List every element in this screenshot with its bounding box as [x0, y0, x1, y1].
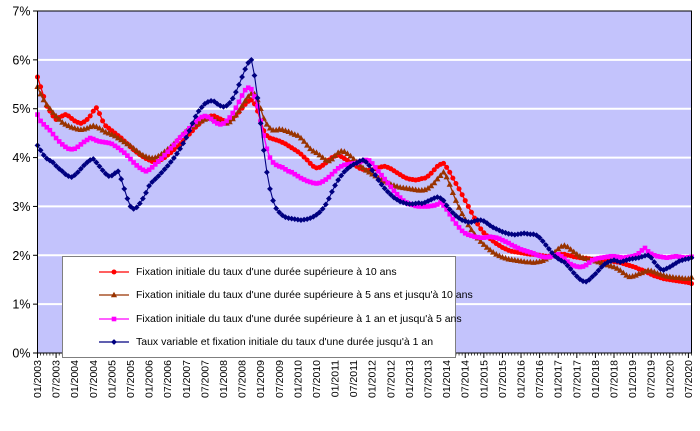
- legend-label: Fixation initiale du taux d'une durée su…: [136, 289, 473, 301]
- x-axis-label: 07/2004: [88, 360, 100, 398]
- x-axis-label: 07/2017: [571, 360, 583, 398]
- legend-item: Fixation initiale du taux d'une durée su…: [99, 313, 462, 325]
- x-axis-label: 01/2003: [32, 360, 44, 398]
- x-axis-label: 01/2017: [553, 360, 565, 398]
- x-axis-label: 01/2019: [627, 360, 639, 398]
- x-axis-label: 01/2013: [404, 360, 416, 398]
- y-axis-label: 3%: [12, 200, 30, 214]
- x-axis-label: 07/2010: [311, 360, 323, 398]
- x-axis-label: 07/2006: [162, 360, 174, 398]
- chart-legend: Fixation initiale du taux d'une durée su…: [62, 256, 473, 358]
- legend-item: Fixation initiale du taux d'une durée su…: [99, 290, 473, 301]
- x-axis-label: 01/2012: [367, 360, 379, 398]
- y-axis-label: 6%: [12, 53, 30, 67]
- y-axis-label: 7%: [12, 5, 30, 19]
- x-axis-label: 01/2016: [516, 360, 528, 398]
- legend-line-diamond-icon: [99, 337, 129, 347]
- legend-item: Fixation initiale du taux d'une durée su…: [99, 265, 451, 278]
- legend-line-square-icon: [99, 314, 129, 324]
- y-axis-label: 1%: [12, 298, 30, 312]
- x-axis-label: 07/2020: [683, 360, 695, 398]
- legend-line-triangle-icon: [99, 290, 129, 300]
- legend-label: Fixation initiale du taux d'une durée su…: [136, 312, 462, 325]
- x-axis-label: 07/2014: [460, 360, 472, 398]
- x-axis-label: 01/2020: [664, 360, 676, 398]
- y-axis-label: 0%: [12, 347, 30, 361]
- x-axis-label: 07/2018: [609, 360, 621, 398]
- x-axis-label: 01/2015: [478, 360, 490, 398]
- x-axis-label: 01/2018: [590, 360, 602, 398]
- x-axis-label: 07/2009: [274, 360, 286, 398]
- legend-label: Taux variable et fixation initiale du ta…: [136, 336, 434, 348]
- x-axis-label: 07/2012: [385, 360, 397, 398]
- x-axis-label: 01/2005: [106, 360, 118, 398]
- x-axis-label: 01/2014: [441, 360, 453, 398]
- x-axis-label: 01/2011: [330, 360, 342, 397]
- x-axis-label: 01/2007: [181, 360, 193, 398]
- x-axis-label: 07/2013: [423, 360, 435, 398]
- x-axis-label: 07/2016: [534, 360, 546, 398]
- y-axis-label: 4%: [12, 151, 30, 165]
- legend-item: Taux variable et fixation initiale du ta…: [99, 337, 451, 348]
- x-axis-label: 07/2007: [199, 360, 211, 398]
- x-axis-label: 07/2003: [51, 360, 63, 398]
- x-axis-label: 01/2004: [69, 360, 81, 398]
- x-axis-label: 07/2008: [237, 360, 249, 398]
- x-axis-label: 01/2008: [218, 360, 230, 398]
- legend-line-circle-icon: [99, 267, 129, 277]
- series-diamond: [34, 56, 695, 285]
- y-axis-label: 5%: [12, 102, 30, 116]
- x-axis-label: 07/2005: [125, 360, 137, 398]
- legend-label: Fixation initiale du taux d'une durée su…: [136, 265, 397, 278]
- x-axis-label: 07/2011: [348, 360, 360, 397]
- x-axis-label: 07/2015: [497, 360, 509, 398]
- x-axis-label: 01/2006: [144, 360, 156, 398]
- x-axis-label: 07/2019: [646, 360, 658, 398]
- x-axis-label: 01/2009: [255, 360, 267, 398]
- y-axis-label: 2%: [12, 249, 30, 263]
- x-axis-label: 01/2010: [292, 360, 304, 398]
